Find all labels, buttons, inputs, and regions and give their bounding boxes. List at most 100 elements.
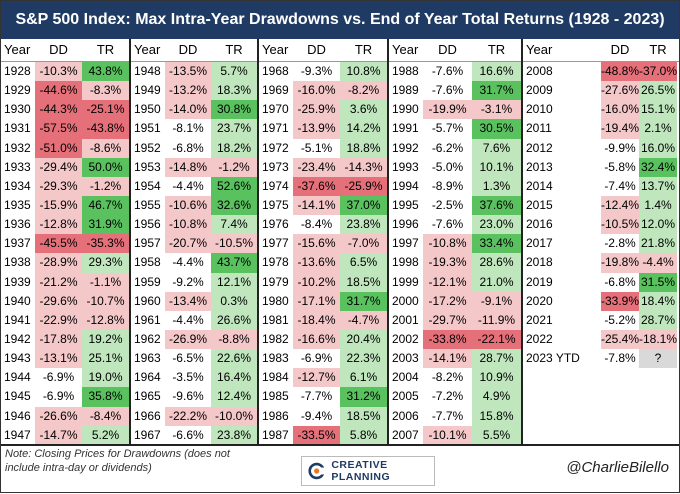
year-cell: 1977	[262, 236, 289, 251]
column-header-dd: DD	[307, 42, 326, 57]
table-row: 1960 -13.4% 0.3%	[131, 291, 257, 311]
year-cell: 1937	[4, 236, 31, 251]
year-cell: 1943	[4, 351, 31, 366]
year-cell: 1950	[134, 102, 161, 117]
drawdown-cell: -19.8%	[601, 253, 639, 273]
total-return-cell: 31.7%	[472, 81, 521, 101]
year-cell: 1971	[262, 121, 289, 136]
column-header-row: Year DD TR	[131, 39, 257, 62]
table-row: 1933 -29.4% 50.0%	[1, 157, 129, 177]
table-row: 2000 -17.2% -9.1%	[389, 291, 521, 311]
drawdown-cell: -14.1%	[423, 349, 472, 369]
column-header-tr: TR	[96, 42, 115, 57]
table-row: 1976 -8.4% 23.8%	[259, 215, 387, 235]
table-row: 1977 -15.6% -7.0%	[259, 234, 387, 254]
total-return-cell: 5.8%	[340, 425, 387, 445]
drawdown-cell: -7.8%	[601, 349, 639, 369]
table-row: 1983 -6.9% 22.3%	[259, 349, 387, 369]
table-row: 1953 -14.8% -1.2%	[131, 157, 257, 177]
table-row: 1954 -4.4% 52.6%	[131, 176, 257, 196]
total-return-cell: 18.4%	[639, 291, 677, 311]
year-cell: 2012	[526, 140, 553, 155]
total-return-cell: -37.0%	[639, 62, 677, 82]
year-cell: 2020	[526, 293, 553, 308]
year-cell: 2014	[526, 178, 553, 193]
total-return-cell: -12.8%	[82, 310, 129, 330]
total-return-cell: -8.6%	[82, 138, 129, 158]
table-row: 1973 -23.4% -14.3%	[259, 157, 387, 177]
table-row: 2015 -12.4% 1.4%	[523, 195, 679, 216]
table-row: 1935 -15.9% 46.7%	[1, 195, 129, 216]
year-cell: 1991	[392, 121, 419, 136]
total-return-cell: 0.3%	[211, 291, 257, 311]
drawdown-cell: -9.6%	[165, 387, 211, 407]
total-return-cell: 18.3%	[211, 81, 257, 101]
year-cell: 1994	[392, 178, 419, 193]
table-row: 1995 -2.5% 37.6%	[389, 195, 521, 216]
drawdown-cell: -22.2%	[165, 406, 211, 426]
column-header-row: Year DD TR	[259, 39, 387, 62]
year-cell: 2010	[526, 102, 553, 117]
table-column-group: Year DD TR 1928 -10.3% 43.8% 1929 -44.6% -8.3% 19…	[1, 39, 131, 445]
author-handle: @CharlieBilello	[566, 459, 669, 476]
year-cell: 1933	[4, 159, 31, 174]
column-header-dd: DD	[178, 42, 198, 57]
total-return-cell: -10.7%	[82, 291, 129, 311]
year-cell: 2004	[392, 370, 419, 385]
total-return-cell: -18.1%	[639, 329, 677, 350]
year-cell: 2013	[526, 159, 553, 174]
table-row: 1992 -6.2% 7.6%	[389, 138, 521, 158]
table-row: 1966 -22.2% -10.0%	[131, 406, 257, 426]
total-return-cell: 6.1%	[340, 368, 387, 388]
total-return-cell: 50.0%	[82, 157, 129, 177]
table-row: 2006 -7.7% 15.8%	[389, 406, 521, 426]
drawdown-cell: -19.3%	[423, 253, 472, 273]
table-row: 1930 -44.3% -25.1%	[1, 100, 129, 120]
table-row: 1999 -12.1% 21.0%	[389, 272, 521, 292]
drawdown-cell: -12.7%	[293, 368, 340, 388]
drawdown-cell: -4.4%	[165, 310, 211, 330]
table-row: 2003 -14.1% 28.7%	[389, 349, 521, 369]
table-row: 2005 -7.2% 4.9%	[389, 387, 521, 407]
year-cell: 1997	[392, 236, 419, 251]
table-column-group: Year DD TR 2008 -48.8% -37.0% 2009 -27.6% 26.5% 2…	[523, 39, 679, 444]
year-cell: 1985	[262, 389, 289, 404]
column-header-tr: TR	[225, 42, 243, 57]
table-row: 1955 -10.6% 32.6%	[131, 195, 257, 216]
table-row: 2012 -9.9% 16.0%	[523, 138, 679, 158]
footer: Note: Closing Prices for Drawdowns (does…	[1, 444, 679, 494]
drawdown-cell: -6.9%	[293, 349, 340, 369]
drawdown-cell: -9.4%	[293, 406, 340, 426]
table-row: 1936 -12.8% 31.9%	[1, 215, 129, 235]
year-cell: 1938	[4, 255, 31, 270]
table-row: 1939 -21.2% -1.1%	[1, 272, 129, 292]
year-cell: 2003	[392, 351, 419, 366]
total-return-cell: -35.3%	[82, 234, 129, 254]
year-cell: 1930	[4, 102, 31, 117]
total-return-cell: 6.5%	[340, 253, 387, 273]
drawdown-cell: -18.4%	[293, 310, 340, 330]
table-column-group: Year DD TR 1948 -13.5% 5.7% 1949 -13.2% 18.3% 195…	[131, 39, 259, 445]
table-row: 1931 -57.5% -43.8%	[1, 119, 129, 139]
drawdown-cell: -9.2%	[165, 272, 211, 292]
drawdown-cell: -10.8%	[165, 215, 211, 235]
year-cell: 2007	[392, 427, 419, 442]
total-return-cell: 23.7%	[211, 119, 257, 139]
data-table: Year DD TR 1928 -10.3% 43.8% 1929 -44.6% -8.3% 19…	[1, 39, 679, 445]
total-return-cell: 16.6%	[472, 62, 521, 82]
total-return-cell: -8.3%	[82, 81, 129, 101]
year-cell: 2002	[392, 331, 419, 346]
year-cell: 2019	[526, 274, 553, 289]
table-row: 1980 -17.1% 31.7%	[259, 291, 387, 311]
year-cell: 2015	[526, 197, 553, 212]
year-cell: 1949	[134, 83, 161, 98]
year-cell: 1973	[262, 159, 289, 174]
table-row: 1951 -8.1% 23.7%	[131, 119, 257, 139]
table-row: 2013 -5.8% 32.4%	[523, 157, 679, 177]
year-cell: 1969	[262, 83, 289, 98]
total-return-cell: 31.5%	[639, 272, 677, 292]
drawdown-cell: -19.9%	[423, 100, 472, 120]
total-return-cell: -7.0%	[340, 234, 387, 254]
logo-text: CREATIVE PLANNING	[331, 459, 391, 483]
year-cell: 1934	[4, 178, 31, 193]
